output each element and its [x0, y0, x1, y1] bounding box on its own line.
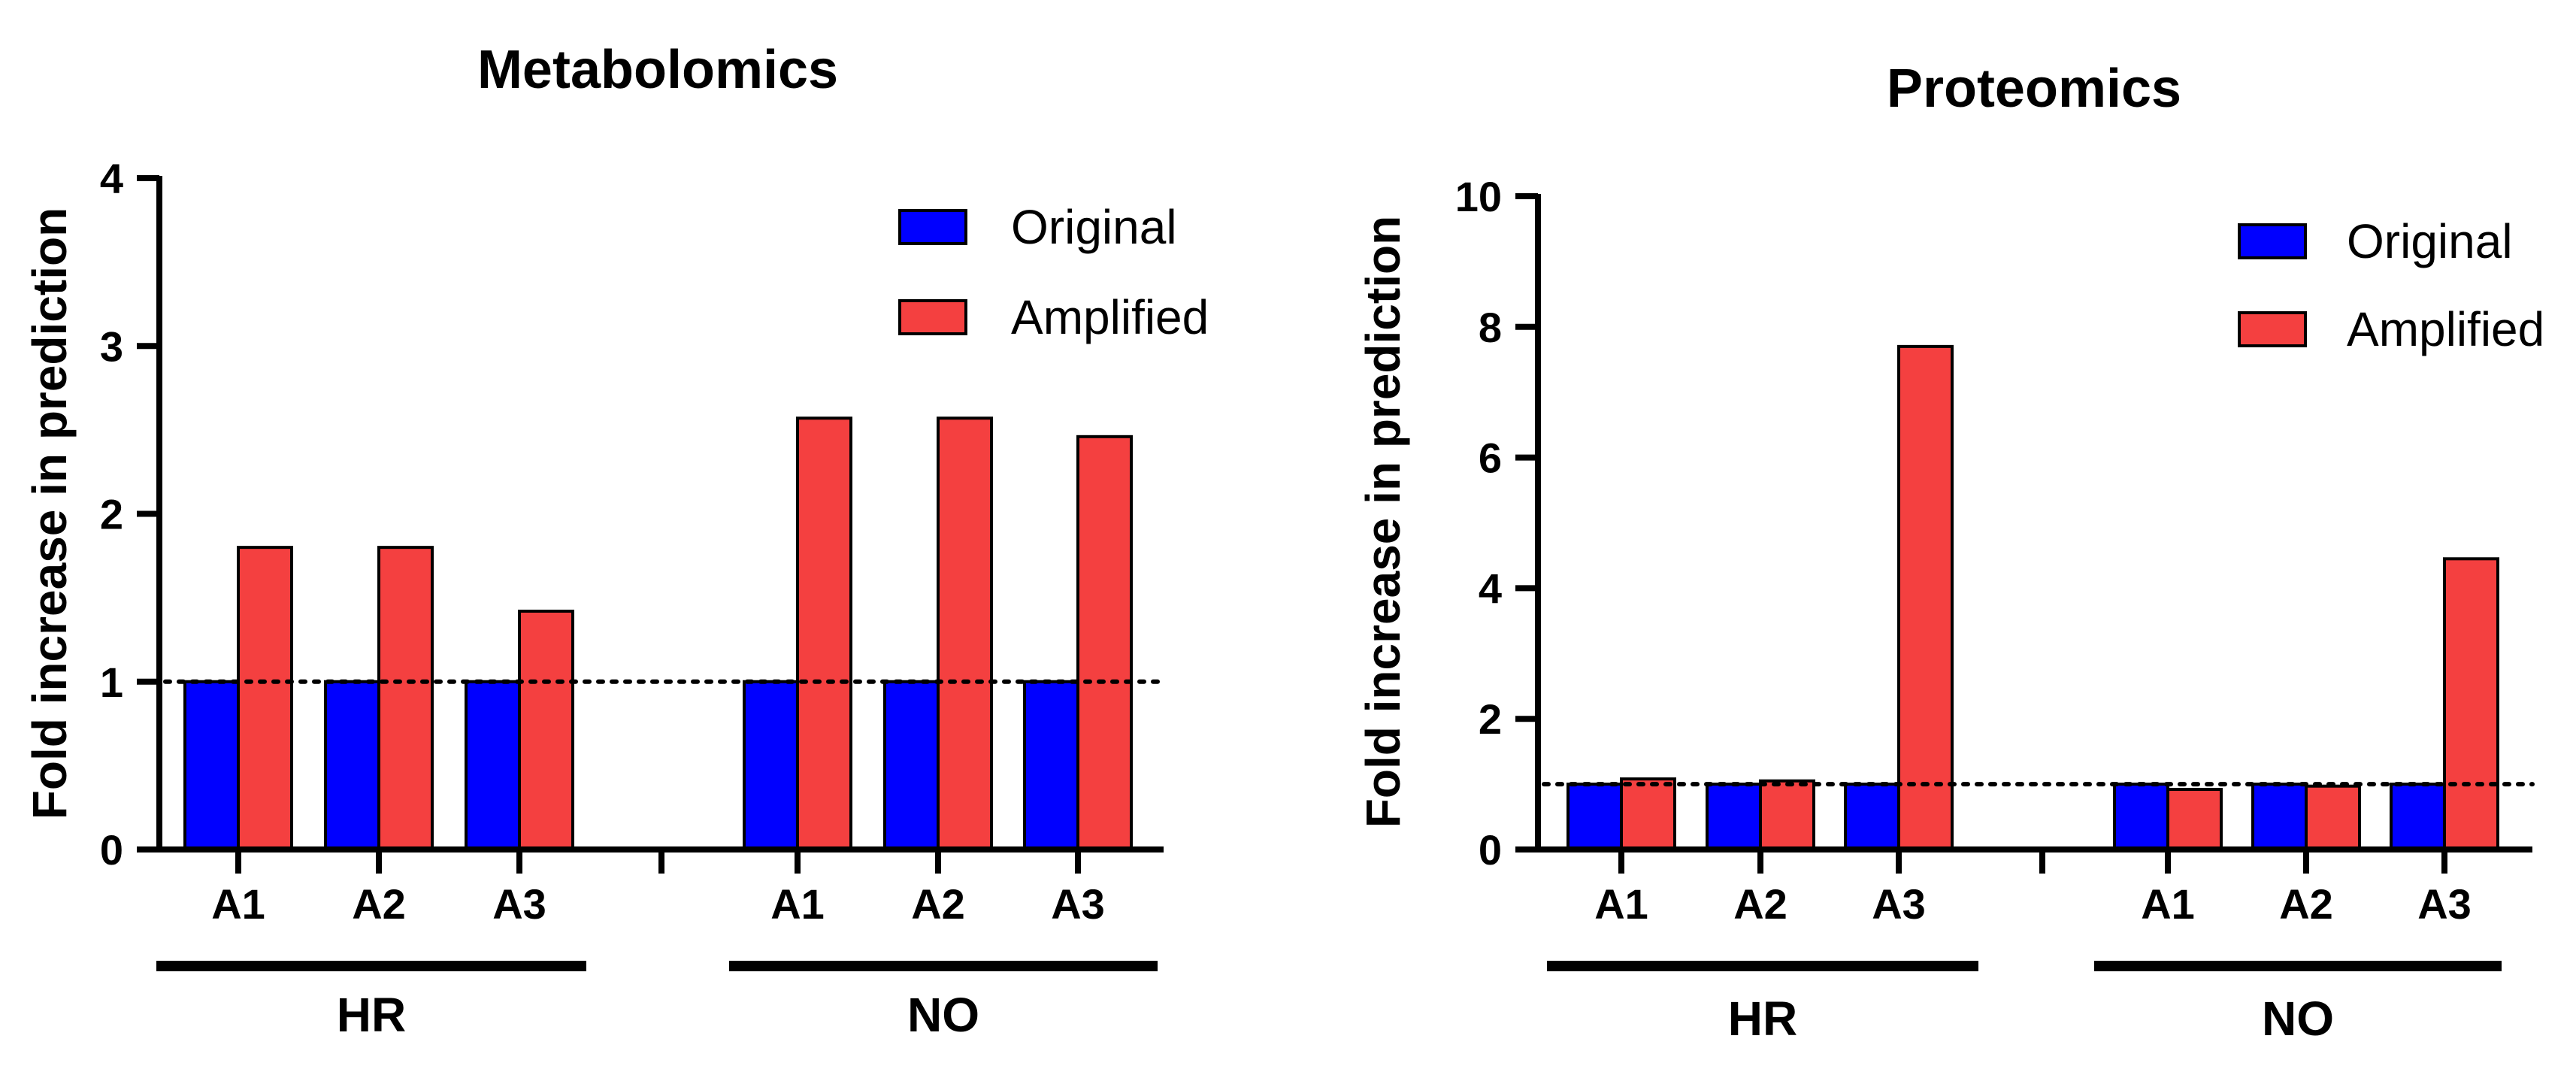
legend-swatch-original — [898, 209, 967, 245]
x-category-label: A2 — [911, 880, 965, 928]
x-category-label: A2 — [1733, 880, 1787, 928]
bar-original-hr-a1 — [1566, 783, 1623, 851]
y-tick-label: 4 — [1479, 565, 1502, 612]
proteomics-panel: Proteomics Fold increase in prediction 0 2 4… — [1356, 59, 2544, 1046]
y-tick-label: 1 — [100, 659, 123, 706]
legend-swatch-original — [2238, 223, 2307, 259]
bar-original-no-a1 — [2113, 783, 2169, 851]
metabolomics-panel: Metabolomics Fold increase in prediction 0… — [23, 40, 1209, 1042]
bar-amplified-hr-a1 — [1620, 777, 1676, 851]
y-axis-label: Fold increase in prediction — [1356, 216, 1410, 828]
y-tick-label: 10 — [1455, 173, 1502, 220]
bar-amplified-hr-a3 — [1897, 344, 1954, 851]
group-label: NO — [2262, 992, 2334, 1046]
legend-swatch-amplified — [898, 299, 967, 335]
x-category-label: A3 — [492, 880, 546, 928]
x-category-label: A1 — [1594, 880, 1648, 928]
y-tick-label: 6 — [1479, 435, 1502, 482]
y-tick-label: 4 — [100, 155, 123, 202]
x-category-label: A2 — [2279, 880, 2333, 928]
bar-amplified-hr-a3 — [518, 609, 574, 851]
group-label: HR — [337, 988, 406, 1042]
bar-original-no-a2 — [883, 680, 940, 851]
bar-original-hr-a2 — [324, 680, 380, 851]
legend-swatch-amplified — [2238, 311, 2307, 347]
y-axis-label: Fold increase in prediction — [23, 207, 77, 819]
legend-label-original: Original — [1011, 200, 1177, 254]
bar-amplified-hr-a2 — [1759, 779, 1815, 852]
bar-original-no-a3 — [2390, 783, 2446, 851]
x-category-label: A3 — [2417, 880, 2472, 928]
bar-original-hr-a2 — [1706, 783, 1762, 851]
bar-amplified-no-a1 — [796, 416, 852, 851]
bar-amplified-hr-a1 — [237, 546, 293, 852]
bar-original-hr-a3 — [465, 680, 521, 851]
y-tick-label: 0 — [100, 826, 123, 874]
x-category-label: A2 — [352, 880, 406, 928]
legend-label-amplified: Amplified — [1011, 290, 1209, 344]
legend-label-amplified: Amplified — [2347, 302, 2544, 356]
group-label: HR — [1728, 992, 1797, 1046]
bar-original-hr-a1 — [183, 680, 240, 851]
group-label: NO — [907, 988, 979, 1042]
bar-original-hr-a3 — [1844, 783, 1900, 851]
bar-original-no-a1 — [743, 680, 799, 851]
bar-original-no-a2 — [2251, 783, 2308, 851]
y-tick-label: 3 — [100, 323, 123, 370]
chart-title: Proteomics — [1887, 59, 2181, 119]
x-category-label: A3 — [1051, 880, 1105, 928]
bar-amplified-hr-a2 — [377, 546, 434, 852]
x-category-label: A1 — [2141, 880, 2195, 928]
chart-title: Metabolomics — [477, 40, 838, 100]
bar-amplified-no-a1 — [2166, 788, 2223, 851]
y-tick-label: 8 — [1479, 304, 1502, 351]
y-tick-label: 2 — [100, 491, 123, 538]
y-tick-label: 0 — [1479, 826, 1502, 874]
x-category-label: A3 — [1872, 880, 1926, 928]
bar-amplified-no-a3 — [1076, 435, 1133, 851]
bar-amplified-no-a3 — [2443, 557, 2499, 851]
bar-amplified-no-a2 — [937, 416, 993, 851]
y-tick-label: 2 — [1479, 695, 1502, 743]
x-category-label: A1 — [211, 880, 265, 928]
bar-amplified-no-a2 — [2305, 784, 2361, 852]
bar-original-no-a3 — [1023, 680, 1079, 851]
x-category-label: A1 — [770, 880, 825, 928]
legend-label-original: Original — [2347, 214, 2513, 268]
